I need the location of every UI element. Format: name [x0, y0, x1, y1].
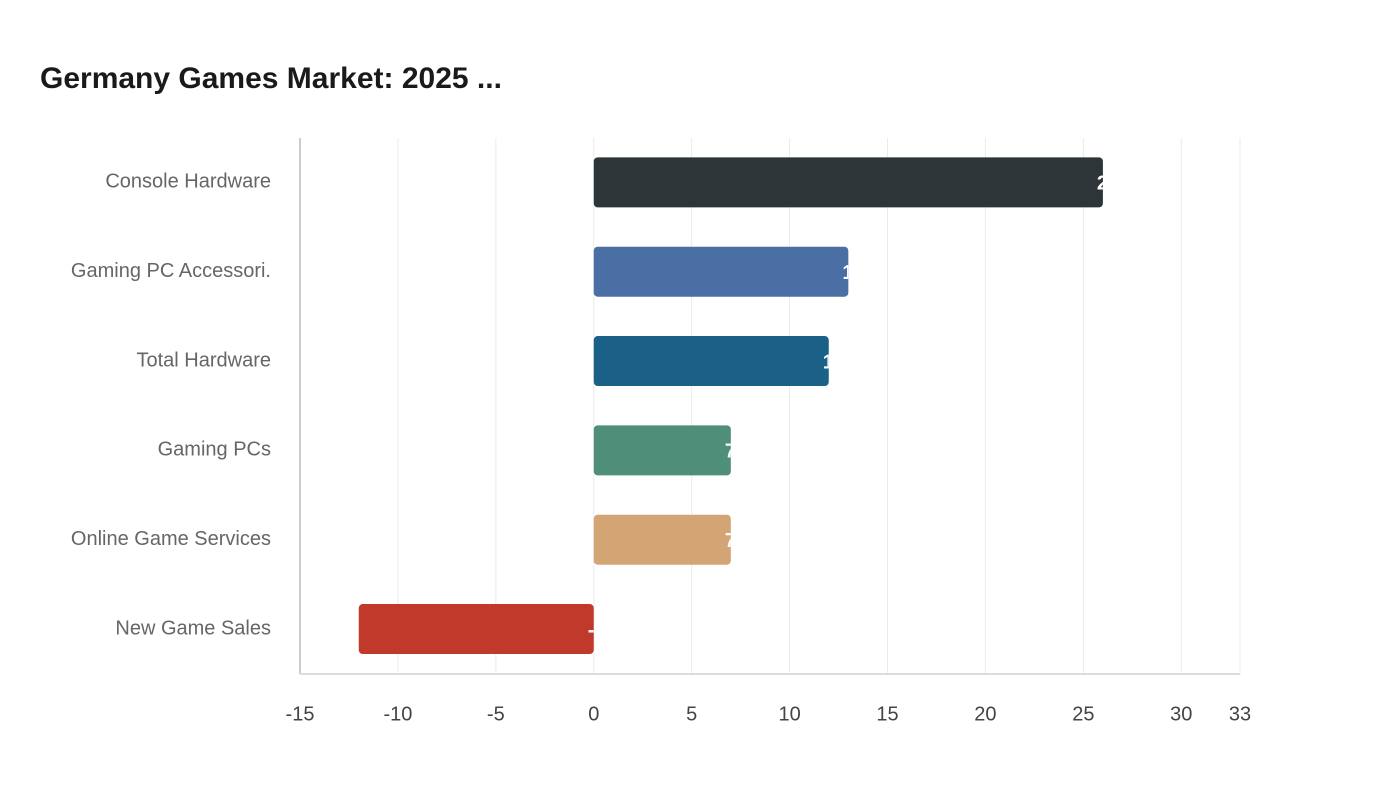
bar — [593, 514, 731, 565]
value-label: 7 — [725, 441, 736, 463]
x-tick-label: -5 — [487, 703, 505, 725]
y-tick-label: Console Hardware — [105, 171, 271, 193]
x-tick-label: -10 — [383, 703, 412, 725]
value-label: 26 — [1097, 173, 1119, 195]
y-tick-label: Online Game Services — [71, 528, 271, 550]
value-label: 12 — [823, 351, 845, 373]
x-tick-label: 5 — [686, 703, 697, 725]
x-tick-label: 0 — [588, 703, 599, 725]
x-tick-label: -15 — [286, 703, 315, 725]
bar — [593, 336, 829, 387]
x-tick-label: 30 — [1170, 703, 1192, 725]
x-tick-label: 20 — [974, 703, 996, 725]
x-tick-label: 25 — [1072, 703, 1094, 725]
y-tick-label: New Game Sales — [115, 617, 271, 639]
bar — [593, 425, 731, 476]
chart-title: Germany Games Market: 2025 ... — [40, 62, 502, 95]
value-label: 7 — [725, 530, 736, 552]
value-label: -12 — [588, 619, 617, 641]
x-tick-label: 15 — [876, 703, 898, 725]
value-label: 13 — [842, 262, 864, 284]
x-tick-label: 10 — [778, 703, 800, 725]
y-tick-label: Total Hardware — [136, 349, 271, 371]
bar — [593, 157, 1103, 208]
x-tick-label: 33 — [1229, 703, 1251, 725]
bar — [593, 246, 849, 297]
y-tick-label: Gaming PCs — [158, 439, 271, 461]
y-tick-label: Gaming PC Accessori. — [71, 260, 271, 282]
bar — [358, 604, 594, 655]
